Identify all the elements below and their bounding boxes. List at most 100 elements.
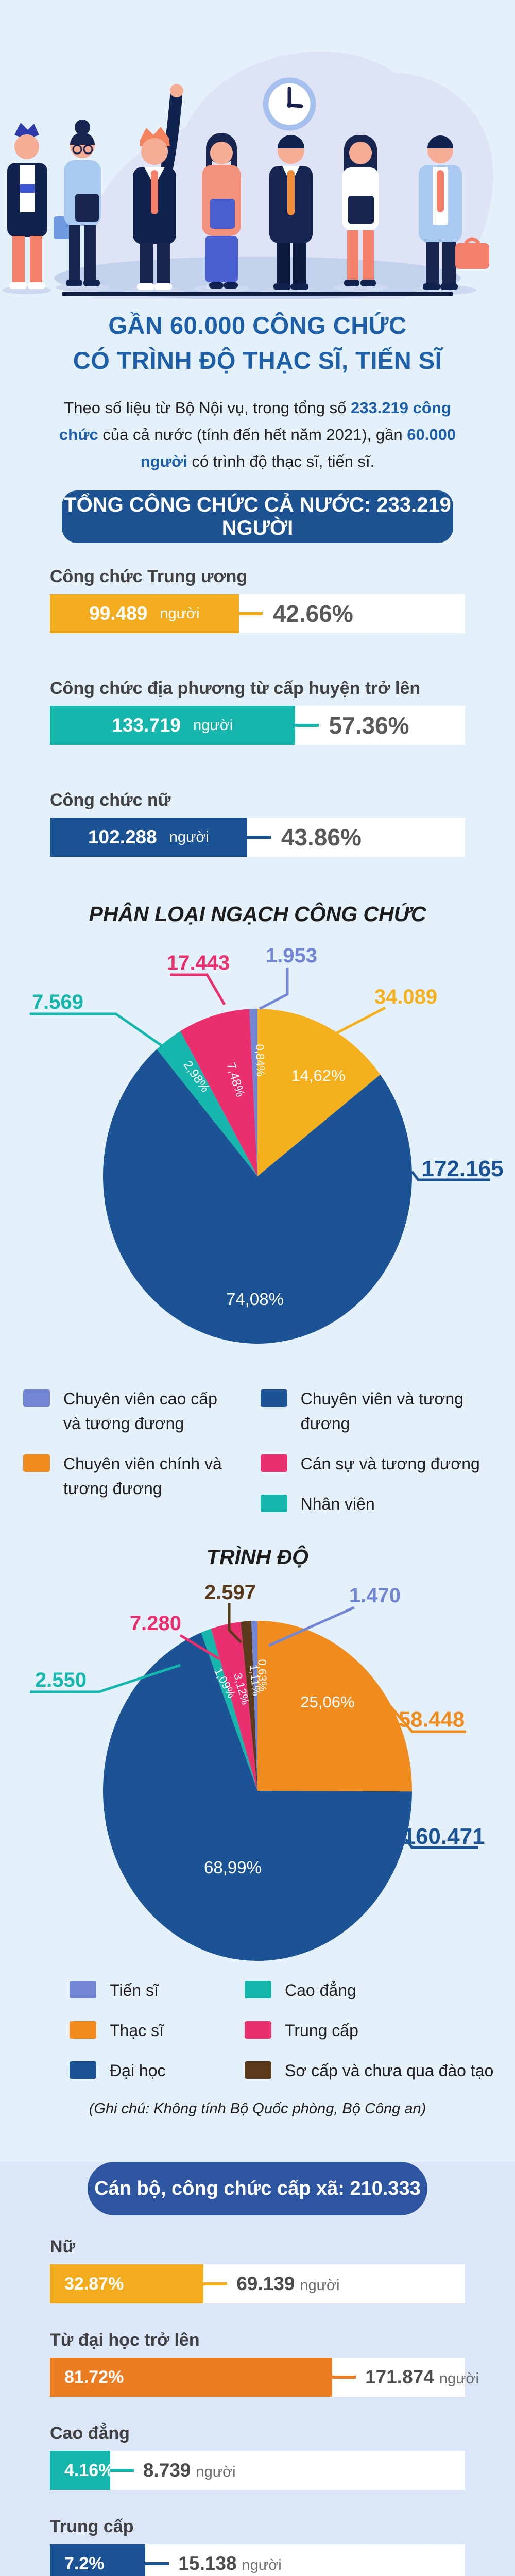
legend-item: Chuyên viên và tương đương [260,1386,515,1436]
pie-ngach-title: PHÂN LOẠI NGẠCH CÔNG CHỨC [89,902,426,926]
legend-item: Sơ cấp và chưa qua đào tạo [245,2058,493,2083]
legend-swatch [245,2061,271,2079]
person-5 [269,135,313,290]
slice-value-callout: 1.470 [349,1584,401,1607]
bar-fill: 4.16% [50,2451,114,2490]
legend-swatch [260,1454,287,1472]
legend-swatch [260,1495,287,1512]
connector-line [145,2562,169,2565]
bar-label: Công chức Trung ương [50,567,248,586]
pie-slice [258,1621,413,1792]
commune-bar-chart: Nữ 32.87% 69.139 người Từ đại học trở lên… [0,2237,515,2576]
bar-value-group: 171.874 người [365,2366,479,2387]
pie-slice [103,1632,413,1961]
connector-line [238,612,263,615]
person-2 [64,120,101,286]
page-title: GẦN 60.000 CÔNG CHỨC CÓ TRÌNH ĐỘ THẠC SĨ… [73,312,442,375]
bar-value: 102.288 [88,826,157,848]
slice-value-callout: 34.089 [374,986,437,1008]
slice-value-callout: 58.448 [399,1707,465,1732]
legend-item: Cán sự và tương đương [260,1451,515,1476]
legend-item: Chuyên viên chính và tương đương [23,1451,261,1501]
bar-value: 99.489 [89,603,148,624]
slice-percent-label: 0,84% [253,1044,267,1076]
person-6 [342,135,379,286]
bar-track: 133.719 người 57.36% [50,706,465,745]
bar-percent: 4.16% [64,2460,114,2480]
bar-unit: người [160,605,200,622]
pie-slice [157,1031,258,1176]
slice-value-callout: 172.165 [421,1156,503,1181]
bar-fill: 81.72% [50,2358,333,2397]
bar-value-group: 8.739 người [143,2460,236,2481]
legend-swatch [70,2061,96,2079]
clock-icon [263,77,316,131]
slice-value-callout: 2.550 [35,1669,87,1691]
connector-line [247,836,271,839]
person-7 [419,135,489,290]
person-4 [202,133,241,289]
callout-leader-line [335,1006,386,1035]
callout-leader-line [170,973,226,1006]
person-3 [133,84,183,290]
slice-percent-label: 0,63% [255,1659,269,1691]
callout-leader-line [268,1606,355,1647]
bar-value: 133.719 [112,715,181,736]
legend-swatch [260,1389,287,1407]
bar-fill: 32.87% [50,2264,204,2303]
legend-item: Tiến sĩ [70,1978,245,2003]
legend-swatch [70,1981,96,1998]
slice-percent-label: 68,99% [204,1858,262,1877]
bar-track: 7.2% 15.138 người [50,2544,465,2576]
bar-track: 102.288 người 43.86% [50,818,465,857]
bar-track: 4.16% 8.739 người [50,2451,465,2490]
slice-value-callout: 7.280 [130,1612,181,1635]
connector-line [295,724,319,727]
bar-row-nu: Công chức nữ 102.288 người 43.86% [50,790,465,857]
legend-item: Chuyên viên cao cấp và tương đương [23,1386,261,1436]
connector-line [332,2376,356,2379]
callout-leader-line [389,1705,466,1733]
bar-fill: 102.288 người [50,818,247,857]
bar-unit: người [169,828,209,845]
banner-cap-xa: Cán bộ, công chức cấp xã: 210.333 [88,2162,427,2215]
bar-percent: 32.87% [64,2274,124,2294]
bar-value-group: 69.139 người [236,2273,340,2294]
pie-slice [102,1049,412,1344]
slice-percent-label: 14,62% [291,1066,345,1084]
legend-swatch [245,1981,271,1998]
callout-leader-line [30,1012,172,1054]
slice-value-callout: 17.443 [167,952,230,974]
bar-fill: 7.2% [50,2544,146,2576]
slice-percent-label: 74,08% [226,1290,284,1309]
bar-value-group: 15.138 người [178,2553,282,2574]
bar-label: Công chức nữ [50,790,171,810]
bar-label: Từ đại học trở lên [50,2330,200,2350]
section-cap-xa: Cán bộ, công chức cấp xã: 210.333 Nữ 32.… [0,2162,515,2576]
bar-label: Trung cấp [50,2517,134,2536]
pie-slice [258,1009,381,1176]
connector-line [110,2469,134,2472]
pie-slice [241,1621,258,1791]
pie-chart-ngach: 14,62% 34.089 74,08% 172.165 2,98% 7.569 7,48%… [0,926,515,1372]
bar-label: Nữ [50,2237,76,2257]
callout-leader-line [411,1171,490,1181]
pie-trinhdo-title: TRÌNH ĐỘ [206,1545,309,1569]
national-bar-chart: Công chức Trung ương 99.489 người 42.66%… [0,567,515,857]
intro-text: Theo số liệu từ Bộ Nội vụ, trong tổng số… [59,398,456,470]
bar-percent: 81.72% [64,2367,124,2387]
legend-item: Đại học [70,2058,245,2083]
pie-ngach-legend: Chuyên viên cao cấp và tương đương Chuyê… [23,1386,515,1516]
callout-leader-line [30,1664,181,1693]
bar-row-trung-cap: Trung cấp 7.2% 15.138 người [50,2517,465,2576]
banner-total-cong-chuc: TỔNG CÔNG CHỨC CẢ NƯỚC: 233.219 NGƯỜI [62,490,453,543]
bar-row-nu: Nữ 32.87% 69.139 người [50,2237,465,2303]
bar-fill: 99.489 người [50,594,239,633]
pie-slice [249,1009,258,1176]
legend-swatch [245,2021,271,2039]
hero-illustration [0,0,515,299]
slice-percent-label: 25,06% [300,1693,354,1711]
bar-row-dia-phuong: Công chức địa phương từ cấp huyện trở lê… [50,679,465,745]
legend-item: Cao đẳng [245,1978,493,2003]
